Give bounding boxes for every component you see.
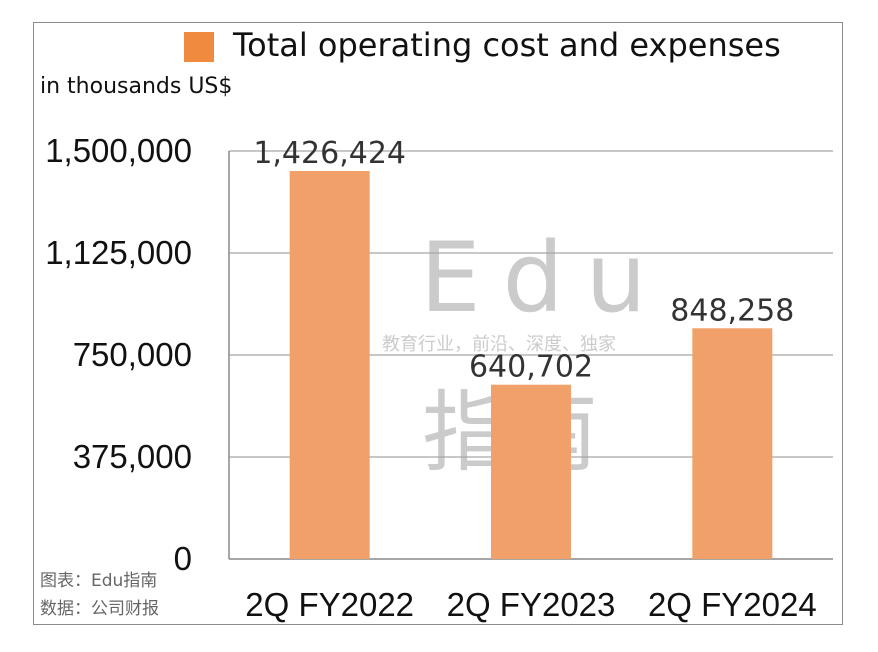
bar [289,171,370,559]
bar [692,328,773,559]
data-label: 848,258 [670,293,794,328]
bar [491,384,571,559]
x-tick-label: 2Q FY2023 [447,586,616,623]
y-tick-label: 1,500,000 [45,132,192,169]
y-tick-label: 0 [174,540,192,577]
source-chart-credit: 图表：Edu指南 [40,571,158,591]
x-tick-label: 2Q FY2022 [245,586,414,623]
x-tick-label: 2Q FY2024 [648,586,817,623]
legend-label: Total operating cost and expenses [233,26,781,64]
y-tick-label: 1,125,000 [45,234,192,271]
y-tick-label: 375,000 [73,438,192,475]
y-tick-label: 750,000 [73,336,192,373]
data-label: 1,426,424 [253,136,406,171]
unit-label: in thousands US$ [40,74,233,99]
data-label: 640,702 [469,350,593,385]
legend-swatch [184,32,214,62]
source-data-credit: 数据：公司财报 [40,599,159,619]
chart-frame [33,22,843,625]
